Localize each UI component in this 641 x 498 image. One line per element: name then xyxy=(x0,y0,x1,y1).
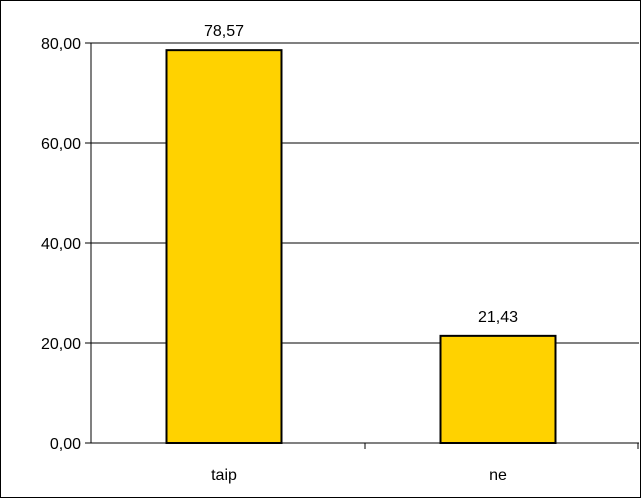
bar-taip xyxy=(165,49,283,445)
x-category-label: ne xyxy=(489,467,507,484)
bars-group xyxy=(165,49,557,445)
y-tick-label: 20,00 xyxy=(41,336,81,353)
y-tick-label: 80,00 xyxy=(41,36,81,53)
y-tick-label: 40,00 xyxy=(41,236,81,253)
data-label: 78,57 xyxy=(204,23,244,40)
x-category-label: taip xyxy=(211,467,237,484)
labels-group: 0,00 20,00 40,00 60,00 80,00 78,57 taip 21,43 ne xyxy=(41,23,518,484)
bar-ne xyxy=(439,334,557,445)
y-tick-label: 60,00 xyxy=(41,136,81,153)
axes-group xyxy=(85,42,639,449)
data-label: 21,43 xyxy=(478,309,518,326)
y-tick-label: 0,00 xyxy=(50,436,81,453)
